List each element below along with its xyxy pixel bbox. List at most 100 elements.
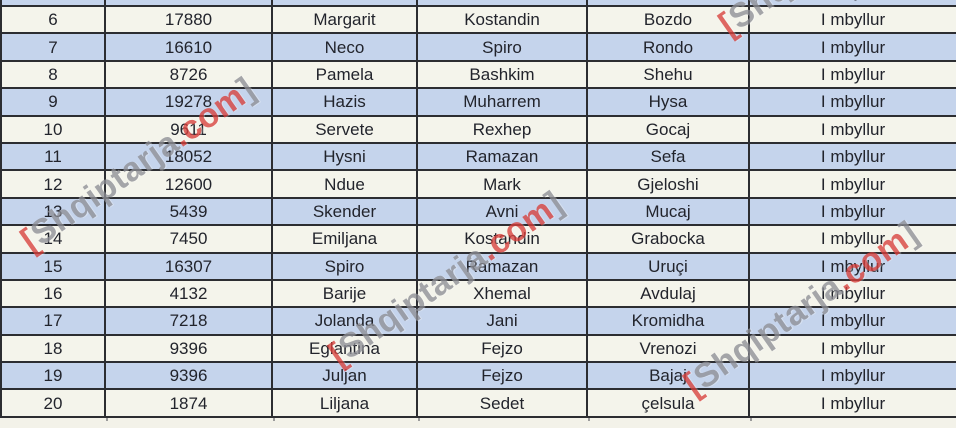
- cell-father-name: Fejzo: [418, 335, 588, 362]
- cell-voter-id: 18052: [106, 143, 273, 170]
- cell-voter-id: 9611: [106, 116, 273, 142]
- table-row: 7 16610 Neco Spiro Rondo I mbyllur: [0, 34, 956, 62]
- cell-father-name: Fejzo: [418, 363, 588, 389]
- cell-status: I mbyllur: [820, 147, 886, 167]
- cell-father-name: Spiro: [418, 34, 588, 60]
- cell-first-name: Pamela: [273, 61, 418, 88]
- cell-status: I mbyllur: [820, 284, 886, 304]
- table-row: 8 8726 Pamela Bashkim Shehu I mbyllur: [0, 61, 956, 90]
- cell-row-number: 20: [0, 390, 106, 416]
- cell-row-number: 14: [0, 226, 106, 252]
- table-row: 19 9396 Juljan Fejzo Bajaj I mbyllur: [0, 363, 956, 391]
- cell-voter-id: 9396: [106, 335, 273, 362]
- cell-last-name: Vrenozi: [588, 335, 750, 362]
- cell-status: I mbyllur: [820, 256, 886, 276]
- cell-first-name: Ndue: [273, 171, 418, 197]
- cell-last-name: Uruçi: [588, 253, 750, 279]
- cell-first-name: Emiljana: [273, 226, 418, 252]
- cell-row-number: 19: [0, 363, 106, 389]
- cell-voter-id: 7218: [106, 308, 273, 334]
- cell-status: I mbyllur: [750, 0, 956, 5]
- cell-first-name: Juljan: [273, 363, 418, 389]
- table-row: 13 5439 Skender Avni Mucaj I mbyllur: [0, 198, 956, 227]
- cell-status: I mbyllur: [820, 229, 886, 249]
- cell-last-name: Avdulaj: [588, 280, 750, 307]
- cell-voter-id: 8726: [106, 61, 273, 88]
- cell-first-name: Margarit: [273, 7, 418, 33]
- cell-last-name: Rondo: [588, 34, 750, 60]
- cell-first-name: Jolanda: [273, 308, 418, 334]
- column-border-stub: [106, 418, 108, 421]
- next-row-top-strip: [0, 418, 956, 428]
- cell-row-number: 12: [0, 171, 106, 197]
- cell-row-number: 17: [0, 308, 106, 334]
- cell-voter-id: 16610: [106, 34, 273, 60]
- cell-voter-id: 17880: [106, 7, 273, 33]
- cell-last-name: Bozdo: [588, 7, 750, 33]
- table-row: 15 16307 Spiro Ramazan Uruçi I mbyllur: [0, 253, 956, 281]
- cell-voter-id: 16307: [106, 253, 273, 279]
- column-border-stub: [750, 418, 752, 421]
- table-row: 9 19278 Hazis Muharrem Hysa I mbyllur: [0, 89, 956, 117]
- cell-father-name: Mark: [418, 171, 588, 197]
- table-row: 16 4132 Barije Xhemal Avdulaj I mbyllur: [0, 280, 956, 309]
- column-border-stub: [273, 418, 275, 421]
- cell-father-name: Xhemal: [418, 280, 588, 307]
- cell-status: I mbyllur: [820, 64, 886, 84]
- cell-status: I mbyllur: [820, 10, 886, 30]
- cell-father-name: Bashkim: [418, 61, 588, 88]
- cell-voter-id: 9396: [106, 363, 273, 389]
- cell-row-number: 7: [0, 34, 106, 60]
- cell-voter-id: [106, 0, 273, 5]
- cell-first-name: Barije: [273, 280, 418, 307]
- cell-last-name: Gocaj: [588, 116, 750, 142]
- cell-row-number: 15: [0, 253, 106, 279]
- cell-voter-id: 12600: [106, 171, 273, 197]
- cell-father-name: Rexhep: [418, 116, 588, 142]
- cell-voter-id: 1874: [106, 390, 273, 416]
- cell-row-number: 16: [0, 280, 106, 307]
- cell-voter-id: 7450: [106, 226, 273, 252]
- cell-father-name: Ramazan: [418, 253, 588, 279]
- cell-first-name: Skender: [273, 198, 418, 225]
- cell-first-name: Hysni: [273, 143, 418, 170]
- cell-row-number: 9: [0, 89, 106, 115]
- cell-last-name: Shehu: [588, 61, 750, 88]
- column-border-stub: [418, 418, 420, 421]
- table-row: 18 9396 Eglantina Fejzo Vrenozi I mbyllur: [0, 335, 956, 364]
- cell-first-name: Eglantina: [273, 335, 418, 362]
- table-row: 20 1874 Liljana Sedet çelsula I mbyllur: [0, 390, 956, 418]
- table-row: 14 7450 Emiljana Kostandin Grabocka I mbyllur: [0, 226, 956, 254]
- table-row-partial-top: I mbyllur: [0, 0, 956, 7]
- table-row: 6 17880 Margarit Kostandin Bozdo I mbyllur: [0, 7, 956, 35]
- cell-row-number: 11: [0, 143, 106, 170]
- cell-status: I mbyllur: [820, 338, 886, 358]
- cell-row-number: 18: [0, 335, 106, 362]
- table-row: 12 12600 Ndue Mark Gjeloshi I mbyllur: [0, 171, 956, 199]
- cell-status: I mbyllur: [820, 37, 886, 57]
- table-row: 17 7218 Jolanda Jani Kromidha I mbyllur: [0, 308, 956, 336]
- cell-last-name: Kromidha: [588, 308, 750, 334]
- cell-last-name: Grabocka: [588, 226, 750, 252]
- cell-first-name: [273, 0, 418, 5]
- cell-status: I mbyllur: [820, 201, 886, 221]
- cell-status: I mbyllur: [820, 311, 886, 331]
- table-body: 6 17880 Margarit Kostandin Bozdo I mbyllur 7 16…: [0, 7, 956, 418]
- cell-status: I mbyllur: [820, 92, 886, 112]
- cell-row-number: 13: [0, 198, 106, 225]
- cell-last-name: Hysa: [588, 89, 750, 115]
- voter-table: I mbyllur 617880MargaritKostandinBozdoI …: [0, 0, 956, 418]
- cell-row-number: [0, 0, 106, 5]
- cell-father-name: Muharrem: [418, 89, 588, 115]
- cell-last-name: Gjeloshi: [588, 171, 750, 197]
- cell-last-name: Mucaj: [588, 198, 750, 225]
- cell-father-name: Avni: [418, 198, 588, 225]
- cell-last-name: Bajaj: [588, 363, 750, 389]
- cell-father-name: Ramazan: [418, 143, 588, 170]
- cell-first-name: Spiro: [273, 253, 418, 279]
- cell-father-name: Sedet: [418, 390, 588, 416]
- table-row: 11 18052 Hysni Ramazan Sefa I mbyllur: [0, 143, 956, 172]
- cell-status: I mbyllur: [820, 174, 886, 194]
- cell-last-name: [588, 0, 750, 5]
